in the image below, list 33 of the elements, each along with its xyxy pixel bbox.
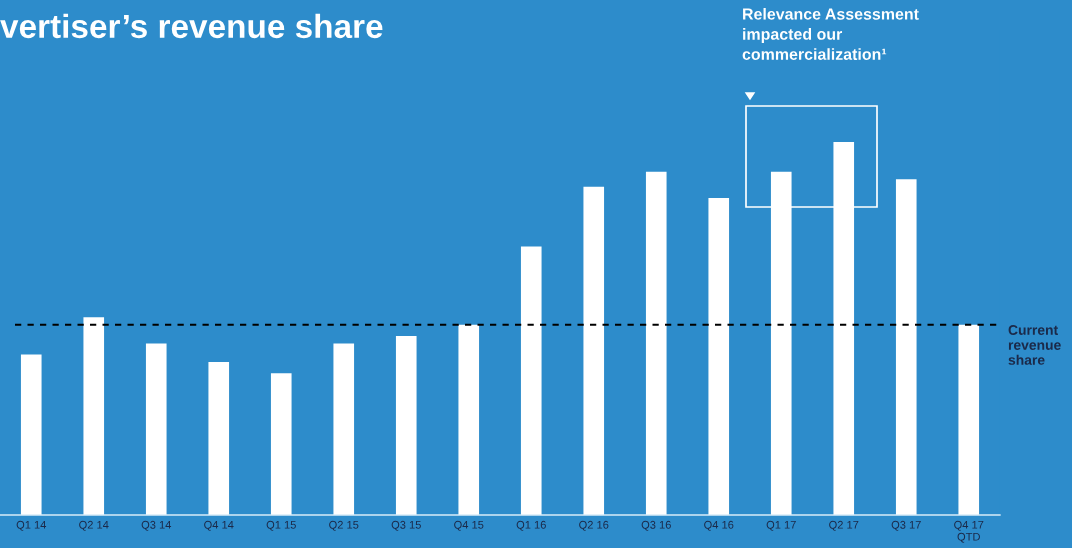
x-tick-label: Q1 17 xyxy=(766,520,796,531)
bar xyxy=(395,335,417,515)
x-tick-label: Q4 15 xyxy=(454,520,484,531)
x-tick-label: Q1 16 xyxy=(516,520,546,531)
bar xyxy=(270,373,292,515)
bar xyxy=(83,317,105,515)
x-tick-label: Q2 14 xyxy=(79,520,109,531)
bar xyxy=(645,171,667,515)
x-tick-label: Q2 16 xyxy=(579,520,609,531)
x-tick-label: Q1 14 xyxy=(16,520,47,531)
bar xyxy=(708,197,730,515)
bar xyxy=(208,362,230,515)
bar xyxy=(20,354,42,515)
ref-line-label: Current revenue share xyxy=(1008,325,1061,365)
x-tick-label: Q4 17 QTD xyxy=(954,520,984,543)
bar xyxy=(520,246,542,515)
x-tick-label: Q2 15 xyxy=(329,520,359,531)
bar xyxy=(958,324,980,515)
bar xyxy=(333,343,355,515)
x-tick-label: Q4 16 xyxy=(704,520,734,531)
x-tick-label: Q2 17 xyxy=(829,520,859,531)
x-tick-label: Q3 15 xyxy=(391,520,421,531)
bar xyxy=(458,324,480,515)
x-tick-label: Q4 14 xyxy=(204,520,234,531)
x-tick-label: Q3 14 xyxy=(141,520,172,531)
bar xyxy=(583,186,605,515)
bar xyxy=(895,179,917,515)
bar xyxy=(145,343,167,515)
x-tick-label: Q3 17 xyxy=(891,520,921,531)
text: Relevance Assessment impacted our commercialization¹ xyxy=(742,8,919,60)
chart-title: vertiser’s revenue share xyxy=(0,13,383,39)
x-tick-label: Q3 16 xyxy=(641,520,671,531)
x-tick-label: Q1 15 xyxy=(266,520,296,531)
